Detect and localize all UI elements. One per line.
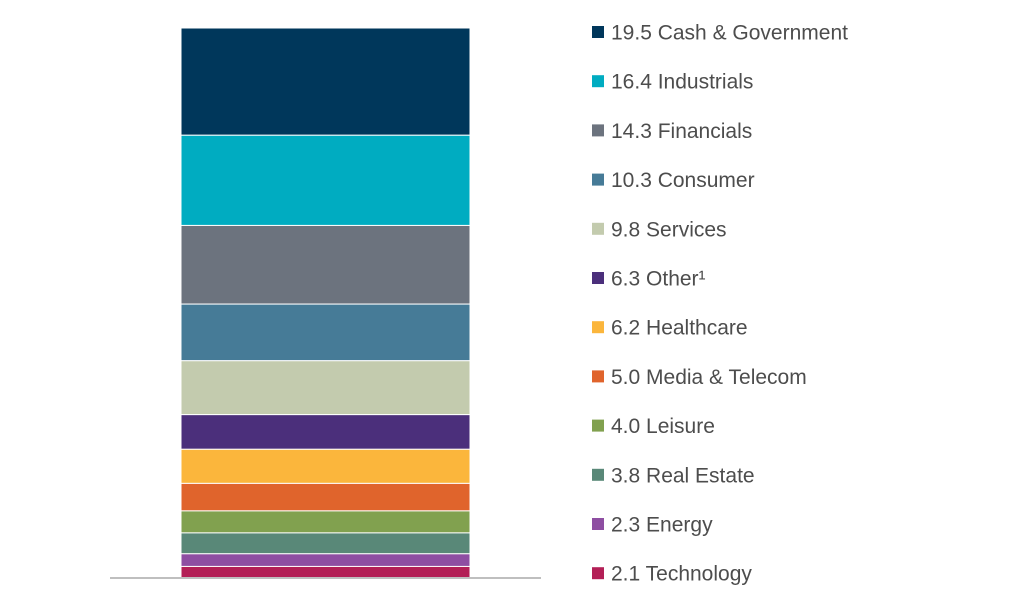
legend-label: 9.8 Services [611, 218, 727, 241]
bar-segment-technology [180, 565, 471, 579]
bar-segments [180, 27, 471, 579]
legend-label: 6.3 Other¹ [611, 268, 706, 291]
legend-item-healthcare: 6.2 Healthcare [592, 317, 748, 340]
legend-label: 3.8 Real Estate [611, 464, 755, 487]
legend-label: 19.5 Cash & Government [611, 22, 848, 45]
legend: 19.5 Cash & Government 16.4 Industrials 14… [592, 22, 848, 586]
legend-swatch [592, 567, 604, 580]
legend-item-consumer: 10.3 Consumer [592, 169, 755, 192]
bar-segment-services [180, 360, 471, 416]
legend-swatch [592, 173, 604, 186]
bar-segment-leisure [180, 510, 471, 534]
bar-segment-healthcare [180, 448, 471, 484]
legend-swatch [592, 370, 604, 383]
legend-item-services: 9.8 Services [592, 218, 727, 241]
legend-label: 14.3 Financials [611, 120, 752, 143]
legend-item-energy: 2.3 Energy [592, 514, 713, 537]
legend-label: 16.4 Industrials [611, 71, 753, 94]
legend-item-media-telecom: 5.0 Media & Telecom [592, 366, 807, 389]
legend-label: 2.1 Technology [611, 563, 752, 586]
legend-swatch [592, 26, 604, 38]
bar-segment-real-estate [180, 532, 471, 555]
legend-swatch [592, 75, 604, 88]
legend-swatch [592, 468, 604, 481]
legend-label: 5.0 Media & Telecom [611, 366, 807, 389]
legend-item-industrials: 16.4 Industrials [592, 71, 753, 94]
legend-label: 6.2 Healthcare [611, 317, 748, 340]
legend-label: 10.3 Consumer [611, 169, 755, 192]
legend-swatch [592, 222, 604, 235]
legend-item-cash-government: 19.5 Cash & Government [592, 22, 848, 45]
legend-item-other: 6.3 Other¹ [592, 268, 706, 291]
bar-segment-cash-government [180, 27, 471, 136]
bar-segment-financials [180, 224, 471, 305]
bar-segment-other [180, 414, 471, 450]
legend-label: 4.0 Leisure [611, 415, 715, 438]
legend-item-real-estate: 3.8 Real Estate [592, 464, 755, 487]
legend-swatch [592, 124, 604, 137]
bar-segment-energy [180, 553, 471, 567]
legend-swatch [592, 419, 604, 432]
legend-swatch [592, 518, 604, 530]
bar-segment-media-telecom [180, 482, 471, 512]
bar-segment-consumer [180, 303, 471, 362]
legend-item-technology: 2.1 Technology [592, 563, 752, 586]
legend-item-leisure: 4.0 Leisure [592, 415, 715, 438]
legend-swatch [592, 272, 604, 284]
bar-segment-industrials [180, 134, 471, 226]
legend-label: 2.3 Energy [611, 514, 713, 537]
legend-item-financials: 14.3 Financials [592, 120, 752, 143]
legend-swatch [592, 321, 604, 334]
